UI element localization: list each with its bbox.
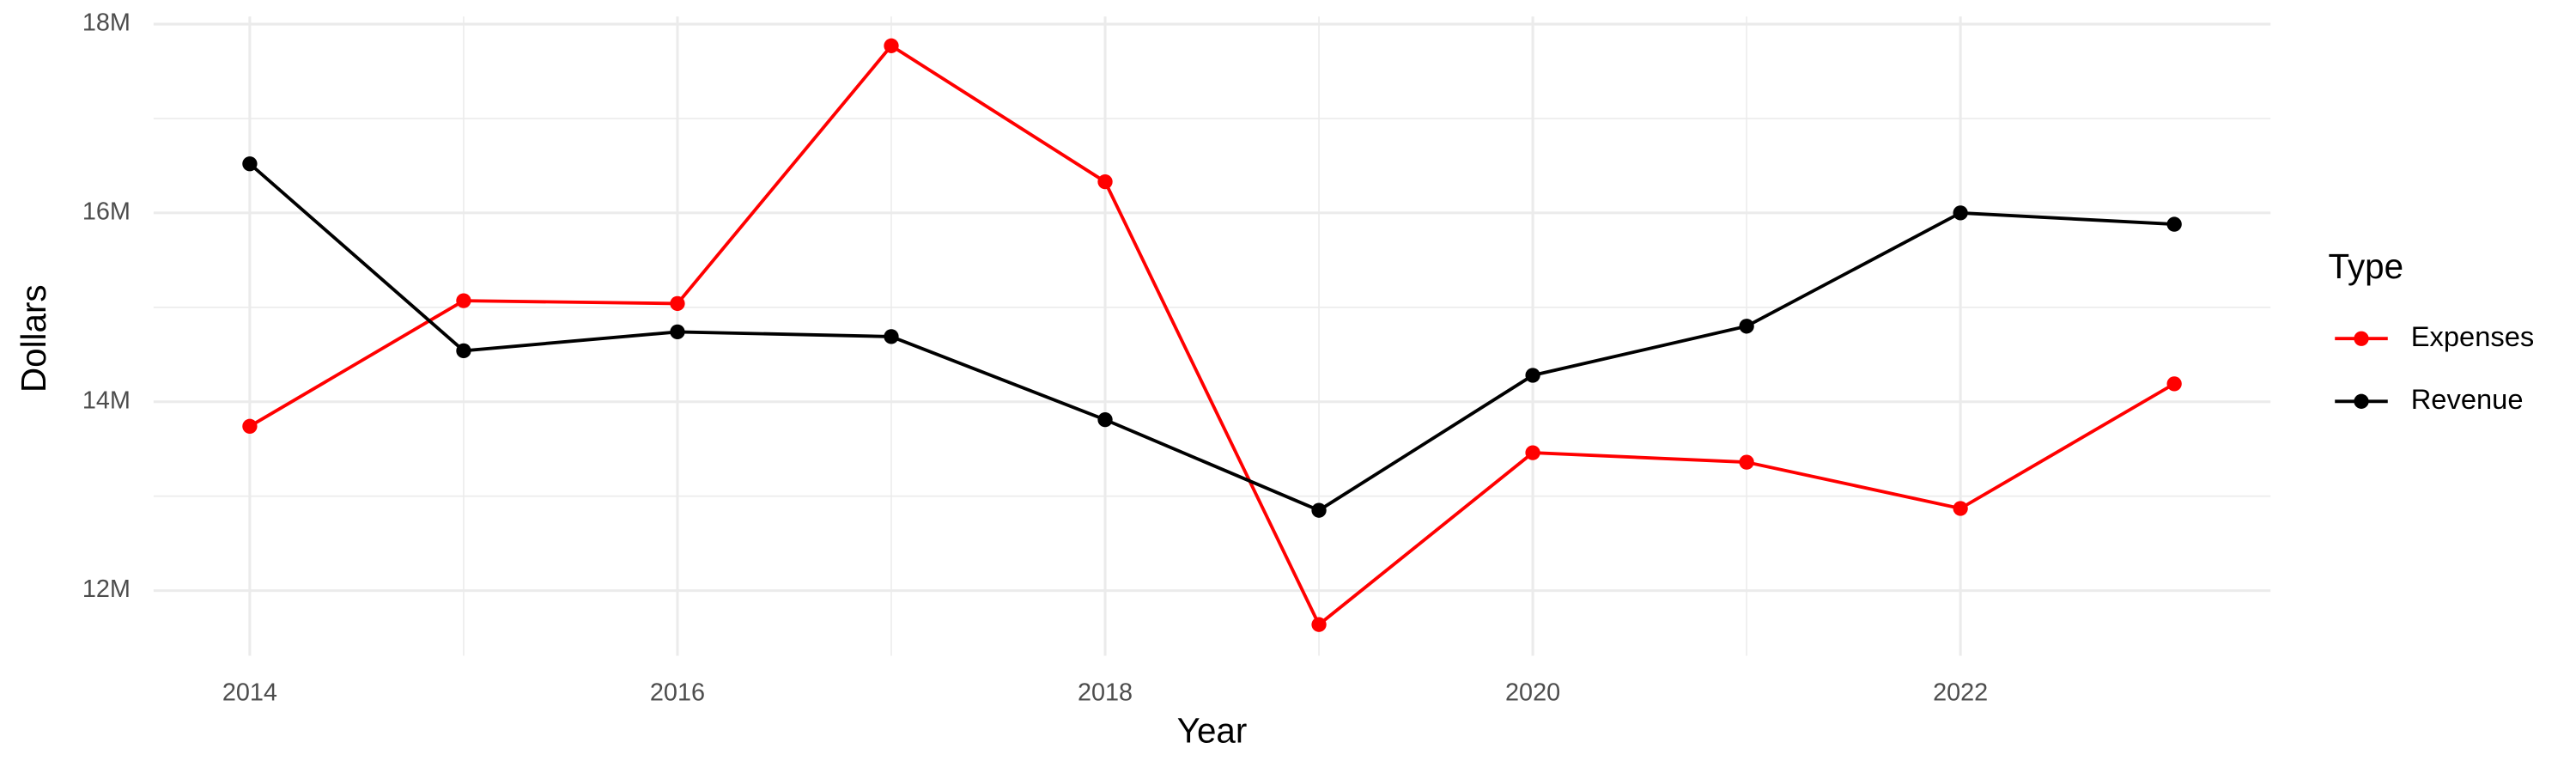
data-point — [1739, 454, 1754, 470]
legend: Expenses Revenue — [2335, 320, 2534, 415]
y-axis-title: Dollars — [14, 284, 53, 393]
data-point — [1097, 411, 1113, 428]
x-tick-label: 2016 — [650, 679, 705, 706]
x-tick-label: 2020 — [1505, 679, 1560, 706]
y-tick-label: 14M — [82, 386, 131, 414]
data-point — [1525, 368, 1540, 383]
data-point — [2166, 216, 2182, 232]
data-point — [1739, 319, 1754, 334]
plot-area — [242, 38, 2182, 632]
legend-swatch — [2354, 393, 2369, 409]
x-axis-title: Year — [1177, 711, 1248, 751]
data-point — [884, 38, 899, 53]
x-tick-label: 2018 — [1078, 679, 1133, 706]
legend-title: Type — [2329, 247, 2404, 286]
data-point — [456, 293, 471, 308]
legend-label: Revenue — [2411, 383, 2524, 415]
series-line — [248, 162, 2175, 513]
data-point — [1525, 445, 1540, 460]
x-tick-label: 2014 — [222, 679, 277, 706]
legend-label: Expenses — [2411, 320, 2535, 352]
data-point — [670, 295, 685, 312]
data-point — [2166, 376, 2182, 392]
data-point — [884, 329, 899, 344]
data-point — [456, 343, 471, 359]
data-point — [670, 324, 685, 340]
data-point — [1953, 501, 1968, 516]
y-tick-label: 12M — [82, 575, 131, 603]
data-point — [1311, 617, 1327, 632]
series-line — [248, 43, 2176, 628]
data-point — [242, 156, 258, 172]
data-point — [1953, 205, 1968, 221]
legend-swatch — [2354, 331, 2369, 346]
data-point — [1311, 502, 1327, 518]
y-tick-label: 18M — [82, 9, 131, 37]
data-point — [242, 418, 258, 434]
grid: 12M 14M 16M 18M 2014 2016 2018 2020 2022 — [82, 9, 2271, 706]
x-tick-label: 2022 — [1933, 679, 1988, 706]
data-point — [1097, 173, 1113, 190]
y-tick-label: 16M — [82, 198, 131, 226]
